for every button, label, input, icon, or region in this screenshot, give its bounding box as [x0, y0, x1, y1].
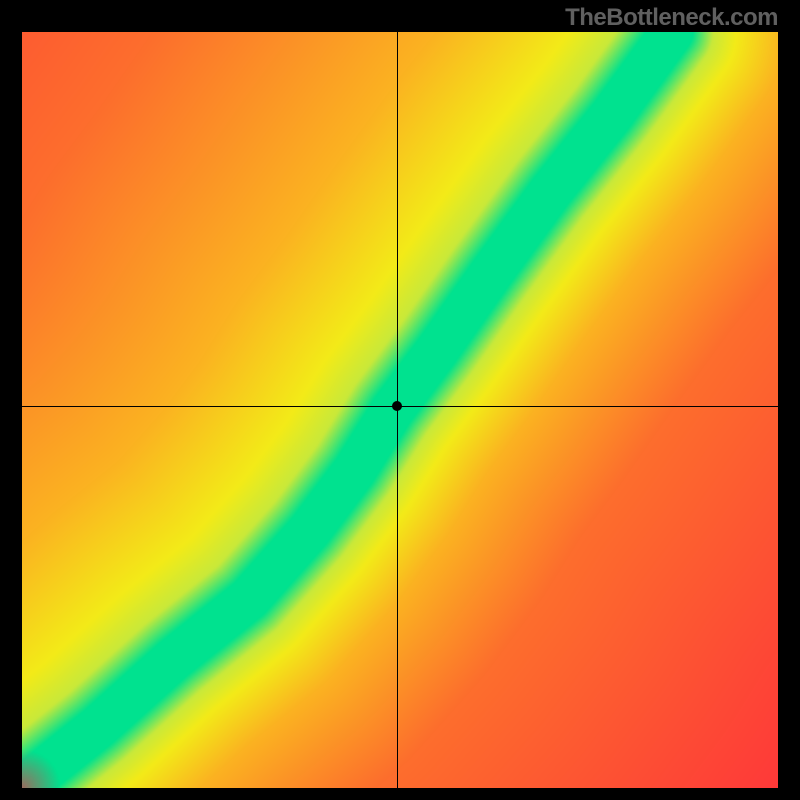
heatmap-plot [22, 32, 778, 788]
marker-dot [392, 401, 402, 411]
watermark-text: TheBottleneck.com [565, 4, 778, 32]
